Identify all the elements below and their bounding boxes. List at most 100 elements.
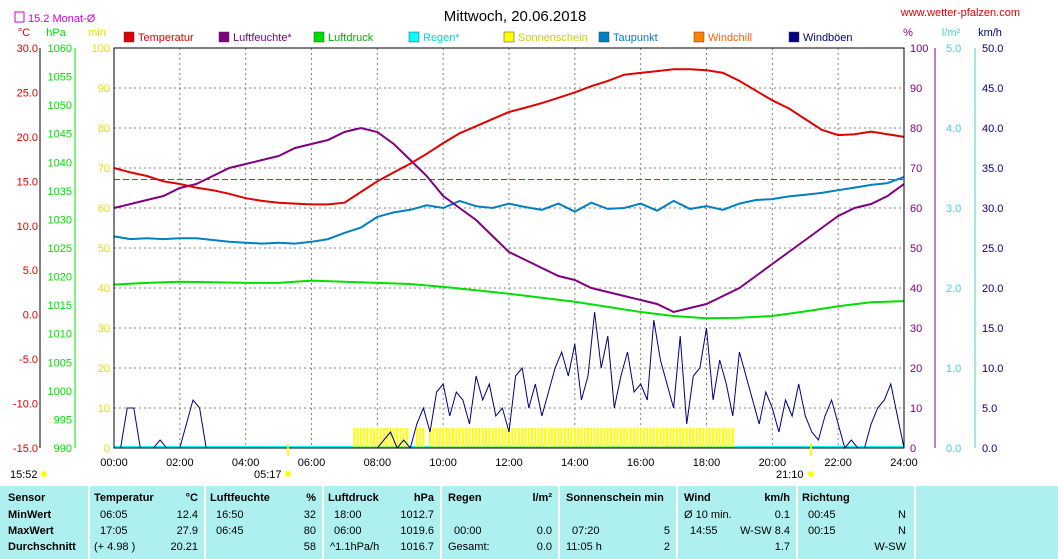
series-taupunkt (113, 175, 905, 245)
legend: Temperatur Luftfeuchte* Luftdruck Regen* Son… (123, 31, 853, 44)
stats-table: Sensor MinWert MaxWert Durchschnitt Temp… (0, 486, 1058, 559)
x-tick-label: 04:00 (232, 457, 260, 469)
stats-header: Wind (684, 492, 711, 504)
pressure-tick-label: 1030 (48, 214, 72, 226)
stats-unit: hPa (413, 492, 434, 504)
legend-swatch (218, 31, 230, 43)
pressure-tick-label: 1060 (48, 43, 72, 55)
legend-swatch (313, 31, 325, 43)
chart-grid (114, 48, 904, 448)
humidity-tick-label: 20 (910, 363, 922, 375)
humidity-tick-label: 100 (910, 43, 928, 55)
stats-time: 00:00 (454, 525, 482, 537)
humidity-tick-label: 80 (910, 123, 922, 135)
row-label: MinWert (8, 509, 52, 521)
sunrise-icon (285, 471, 291, 477)
minutes-tick-label: 30 (98, 323, 110, 335)
stats-value: 32 (303, 509, 316, 521)
minutes-tick-label: 0 (104, 443, 110, 455)
minutes-tick-label: 60 (98, 203, 110, 215)
stats-value: 12.4 (176, 509, 198, 521)
minutes-tick-label: 40 (98, 283, 110, 295)
temp-tick-label: 15.0 (17, 176, 38, 188)
x-tick-label: 10:00 (429, 457, 457, 469)
legend-label: Sonnenschein (518, 32, 588, 44)
x-tick-label: 20:00 (759, 457, 787, 469)
pressure-tick-label: 1020 (48, 272, 72, 284)
x-tick-label: 22:00 (824, 457, 852, 469)
wind-unit: km/h (978, 27, 1002, 39)
humidity-tick-label: 50 (910, 243, 922, 255)
stats-value: 0.0 (536, 525, 552, 537)
minutes-tick-label: 100 (92, 43, 110, 55)
stats-value: W-SW (874, 541, 906, 553)
wind-tick-label: 5.0 (982, 403, 997, 415)
stats-col-sunshine: Sonnenschein min 07:20 5 11:05 h 2 (560, 486, 676, 559)
legend-swatch (503, 31, 515, 43)
stats-value: 1019.6 (400, 525, 434, 537)
minutes-tick-label: 70 (98, 163, 110, 175)
pressure-tick-label: 1040 (48, 157, 72, 169)
stats-value: 80 (303, 525, 316, 537)
temp-tick-label: 0.0 (23, 310, 38, 322)
rain-tick-label: 0.0 (946, 443, 961, 455)
humidity-tick-label: 70 (910, 163, 922, 175)
temp-tick-label: 30.0 (17, 43, 38, 55)
month-avg-icon (14, 11, 25, 23)
legend-label: Taupunkt (613, 32, 658, 44)
wind-tick-label: 30.0 (982, 203, 1003, 215)
stats-col-pressure: Luftdruck hPa 18:00 1012.7 06:00 1019.6 ^1.… (324, 486, 440, 559)
rain-tick-label: 5.0 (946, 43, 961, 55)
humidity-tick-label: 10 (910, 403, 922, 415)
stats-time: 18:00 (334, 509, 362, 521)
legend-swatch (788, 31, 800, 43)
wind-tick-label: 45.0 (982, 83, 1003, 95)
temp-tick-label: 25.0 (17, 87, 38, 99)
minutes-unit: min (88, 27, 106, 39)
series-lines (113, 68, 905, 450)
rain-tick-label: 3.0 (946, 203, 961, 215)
row-label: Durchschnitt (8, 541, 76, 553)
stats-col-direction: Richtung 00:45 N 00:15 N W-SW (798, 486, 914, 559)
sunset-tick (810, 444, 812, 456)
stats-time: 16:50 (216, 509, 244, 521)
sunshine-bars (353, 428, 734, 447)
minutes-tick-label: 20 (98, 363, 110, 375)
wind-tick-label: 40.0 (982, 123, 1003, 135)
stats-time: Ø 10 min. (684, 509, 732, 521)
pressure-unit: hPa (46, 27, 66, 39)
temp-tick-label: -10.0 (13, 399, 38, 411)
stats-time: (+ 4.98 ) (94, 541, 136, 553)
sunrise-label: 05:17 (254, 469, 282, 481)
legend-label: Temperatur (138, 32, 194, 44)
site-url: www.wetter-pfalzen.com (900, 7, 1020, 19)
wind-tick-label: 10.0 (982, 363, 1003, 375)
chart-title: Mittwoch, 20.06.2018 (444, 8, 587, 25)
stats-col-empty (916, 486, 1058, 559)
stats-value: 27.9 (176, 525, 198, 537)
axes: 30.0 25.0 20.0 15.0 10.0 5.0 0.0 -5.0 -10.0 -15.0… (10, 27, 1003, 481)
stats-value: 5 (663, 525, 670, 537)
legend-label: Regen* (423, 32, 460, 44)
sunset-icon (808, 471, 814, 477)
stats-header: Temperatur (94, 492, 154, 504)
wind-tick-label: 15.0 (982, 323, 1003, 335)
stats-value: 0.1 (774, 509, 790, 521)
temp-unit: °C (18, 27, 30, 39)
stats-col-wind: Wind km/h Ø 10 min. 0.1 14:55 W-SW 8.4 1.7 (678, 486, 796, 559)
humidity-tick-label: 30 (910, 323, 922, 335)
stats-time: ^1.1hPa/h (330, 541, 380, 553)
series-luftdruck (113, 279, 905, 320)
sun-icon (41, 471, 47, 477)
rain-tick-label: 1.0 (946, 363, 961, 375)
rain-tick-label: 2.0 (946, 283, 961, 295)
stats-col-humidity: Luftfeuchte% 16:50 32 06:45 80 58 (206, 486, 322, 559)
temp-tick-label: 5.0 (23, 265, 38, 277)
temp-tick-label: 20.0 (17, 132, 38, 144)
stats-time: 17:05 (100, 525, 128, 537)
stats-value: 1016.7 (400, 541, 434, 553)
x-tick-label: 02:00 (166, 457, 194, 469)
stats-time: 14:55 (690, 525, 718, 537)
stats-col-sensor: Sensor MinWert MaxWert Durchschnitt (0, 486, 88, 559)
humidity-tick-label: 0 (910, 443, 916, 455)
